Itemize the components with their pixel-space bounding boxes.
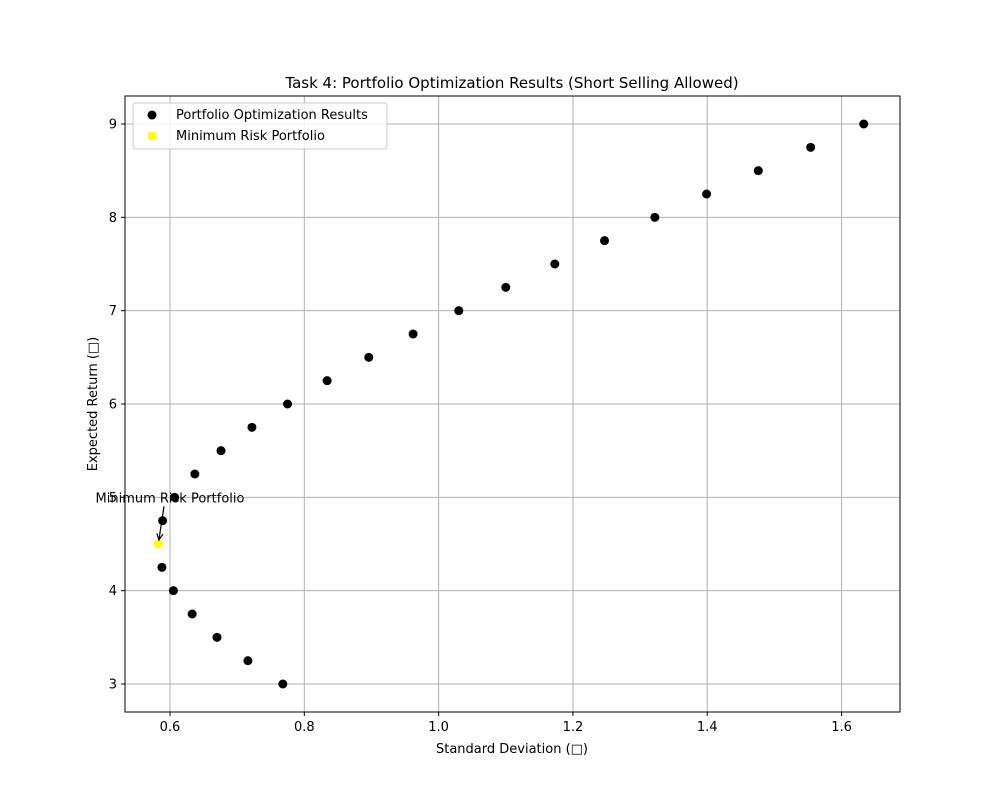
portfolio-point bbox=[247, 422, 257, 432]
portfolio-point bbox=[322, 376, 332, 386]
portfolio-point bbox=[157, 562, 167, 572]
x-tick-label: 1.4 bbox=[697, 720, 718, 735]
y-tick-label: 3 bbox=[109, 678, 117, 693]
annotation-label: Minimum Risk Portfolio bbox=[96, 491, 245, 506]
portfolio-point bbox=[212, 632, 222, 642]
portfolio-point bbox=[190, 469, 200, 479]
y-axis-ticks: 3 4 5 6 7 8 9 bbox=[109, 118, 125, 693]
portfolio-point bbox=[859, 119, 869, 129]
legend-box bbox=[132, 102, 388, 150]
y-axis-label: Expected Return (□) bbox=[86, 337, 101, 471]
x-axis-label: Standard Deviation (□) bbox=[436, 742, 588, 757]
legend-label-minimum-risk: Minimum Risk Portfolio bbox=[176, 129, 325, 144]
x-tick-label: 1.0 bbox=[428, 720, 449, 735]
minimum-risk-point bbox=[153, 539, 163, 549]
legend-label-portfolio-results: Portfolio Optimization Results bbox=[176, 108, 368, 123]
y-tick-label: 7 bbox=[109, 304, 117, 319]
portfolio-point bbox=[702, 189, 712, 199]
y-tick-label: 4 bbox=[109, 584, 117, 599]
portfolio-point bbox=[216, 446, 226, 456]
data-points bbox=[153, 119, 869, 689]
portfolio-point bbox=[278, 679, 288, 689]
portfolio-point bbox=[806, 142, 816, 152]
portfolio-point bbox=[550, 259, 560, 269]
portfolio-point bbox=[243, 656, 253, 666]
annotation: Minimum Risk Portfolio bbox=[96, 491, 245, 542]
legend-marker-portfolio-results bbox=[147, 110, 157, 120]
portfolio-point bbox=[501, 282, 511, 292]
portfolio-point bbox=[650, 212, 660, 222]
y-tick-label: 8 bbox=[109, 211, 117, 226]
legend-marker-minimum-risk bbox=[147, 131, 157, 141]
y-tick-label: 9 bbox=[109, 118, 117, 133]
grid-lines bbox=[125, 96, 900, 712]
x-tick-label: 0.8 bbox=[294, 720, 315, 735]
portfolio-point bbox=[187, 609, 197, 619]
y-tick-label: 5 bbox=[109, 491, 117, 506]
chart-title: Task 4: Portfolio Optimization Results (… bbox=[284, 74, 738, 92]
portfolio-point bbox=[600, 236, 610, 246]
annotation-arrow-head bbox=[156, 533, 164, 542]
plot-frame bbox=[124, 95, 901, 713]
portfolio-point bbox=[753, 166, 763, 176]
legend: Portfolio Optimization Results Minimum R… bbox=[132, 102, 388, 150]
x-tick-label: 1.6 bbox=[831, 720, 852, 735]
y-tick-label: 6 bbox=[109, 398, 117, 413]
portfolio-point bbox=[364, 352, 374, 362]
annotation-arrow bbox=[158, 506, 165, 541]
portfolio-point bbox=[170, 492, 180, 502]
portfolio-point bbox=[283, 399, 293, 409]
portfolio-point bbox=[408, 329, 418, 339]
x-axis-ticks: 0.6 0.8 1.0 1.2 1.4 1.6 bbox=[160, 712, 852, 735]
x-tick-label: 0.6 bbox=[160, 720, 181, 735]
portfolio-point bbox=[168, 586, 178, 596]
x-tick-label: 1.2 bbox=[563, 720, 584, 735]
portfolio-point bbox=[454, 306, 464, 316]
portfolio-point bbox=[158, 516, 168, 526]
